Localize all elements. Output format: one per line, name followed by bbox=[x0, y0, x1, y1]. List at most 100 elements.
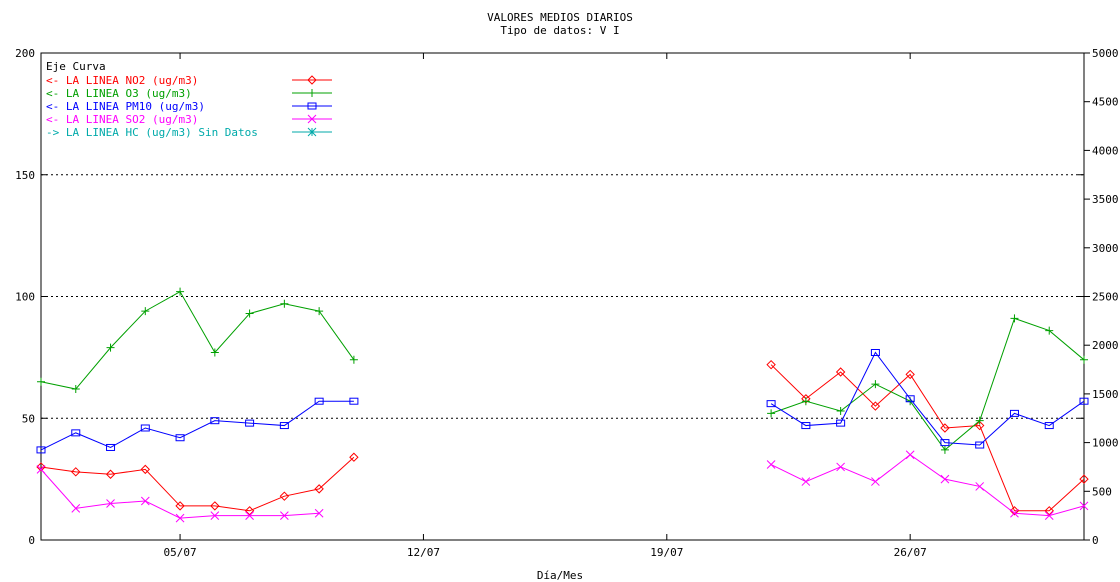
series-0-point-7 bbox=[279, 491, 290, 501]
series-layer bbox=[36, 287, 1089, 523]
y-right-tick-label-6: 3000 bbox=[1092, 242, 1119, 255]
y-left-tick-label-4: 200 bbox=[15, 47, 35, 60]
series-1-point-18 bbox=[1010, 314, 1019, 323]
series-1-point-12 bbox=[801, 397, 810, 406]
series-2-point-0 bbox=[36, 446, 46, 454]
legend-label-3: <- LA LINEA SO2 (ug/m3) bbox=[46, 113, 198, 126]
series-0-line-0 bbox=[40, 456, 355, 512]
series-2-point-18 bbox=[1009, 409, 1019, 417]
series-1-point-3 bbox=[141, 307, 150, 316]
series-1-line-0 bbox=[40, 290, 355, 390]
series-3-point-0 bbox=[36, 465, 46, 474]
chart-title: VALORES MEDIOS DIARIOS bbox=[487, 11, 633, 24]
series-0-point-18 bbox=[1009, 506, 1020, 516]
gridlines bbox=[41, 174, 1084, 419]
series-2-point-20 bbox=[1079, 397, 1089, 405]
series-3-point-14 bbox=[905, 450, 915, 460]
legend-marker-0 bbox=[307, 75, 317, 85]
legend-marker-4 bbox=[307, 127, 317, 137]
series-3-point-1 bbox=[71, 503, 81, 513]
series-3-point-6 bbox=[245, 511, 254, 521]
series-3-point-13 bbox=[871, 477, 880, 486]
series-3-point-8 bbox=[314, 508, 324, 518]
series-1-point-16 bbox=[940, 445, 949, 454]
series-1-point-17 bbox=[975, 416, 984, 425]
series-2-point-11 bbox=[766, 400, 776, 408]
series-2-line-0 bbox=[40, 400, 354, 451]
series-0-point-14 bbox=[870, 401, 881, 411]
series-0-point-0 bbox=[36, 462, 46, 472]
series-1-point-4 bbox=[176, 287, 185, 296]
series-3-point-5 bbox=[210, 511, 220, 521]
series-2-point-12 bbox=[801, 422, 811, 430]
series-1-point-14 bbox=[871, 380, 880, 389]
chart-subtitle: Tipo de datos: V I bbox=[500, 24, 619, 37]
series-0-point-20 bbox=[1079, 474, 1089, 484]
series-2-point-5 bbox=[210, 417, 220, 425]
y-right-tick-label-0: 0 bbox=[1092, 534, 1099, 547]
y-right-tick-label-1: 500 bbox=[1092, 485, 1112, 498]
series-2-point-14 bbox=[870, 349, 880, 357]
x-axis-label: Día/Mes bbox=[537, 569, 583, 582]
legend-header: Eje Curva bbox=[46, 60, 106, 73]
series-3-point-10 bbox=[766, 460, 776, 469]
y-left-tick-label-1: 50 bbox=[22, 412, 35, 425]
series-0-point-13 bbox=[835, 367, 846, 377]
series-0-point-6 bbox=[244, 506, 255, 516]
y-right-tick-label-7: 3500 bbox=[1092, 193, 1119, 206]
series-1-point-20 bbox=[1080, 355, 1088, 364]
series-2-point-3 bbox=[140, 424, 150, 432]
y-right-tick-label-4: 2000 bbox=[1092, 339, 1119, 352]
series-3-line-0 bbox=[40, 469, 320, 519]
series-3-point-16 bbox=[975, 482, 985, 491]
series-1-point-9 bbox=[349, 355, 358, 364]
legend-label-4: -> LA LINEA HC (ug/m3) Sin Datos bbox=[46, 126, 258, 139]
x-tick-label-1: 12/07 bbox=[407, 546, 440, 559]
series-2-point-19 bbox=[1044, 422, 1054, 430]
y-left-tick-label-2: 100 bbox=[15, 291, 35, 304]
y-right-tick-label-10: 5000 bbox=[1092, 47, 1119, 60]
legend-marker-3 bbox=[307, 114, 317, 124]
series-2-point-4 bbox=[175, 434, 185, 442]
series-0-point-4 bbox=[175, 501, 185, 511]
series-0-point-17 bbox=[974, 420, 985, 431]
series-1-point-7 bbox=[280, 299, 289, 308]
series-0-point-19 bbox=[1044, 506, 1054, 516]
series-0-point-2 bbox=[105, 469, 116, 479]
y-right-tick-label-2: 1000 bbox=[1092, 437, 1119, 450]
series-3-point-18 bbox=[1044, 511, 1054, 521]
x-tick-label-3: 26/07 bbox=[894, 546, 927, 559]
legend-marker-1 bbox=[308, 89, 316, 97]
series-3-point-15 bbox=[940, 474, 950, 484]
series-0-point-16 bbox=[940, 423, 950, 433]
series-0-point-9 bbox=[349, 452, 359, 462]
series-1 bbox=[37, 287, 1088, 454]
series-1-point-0 bbox=[37, 377, 45, 386]
series-2-point-17 bbox=[975, 441, 985, 449]
y-right-tick-label-9: 4500 bbox=[1092, 96, 1119, 109]
y-right-tick-label-8: 4000 bbox=[1092, 144, 1119, 157]
series-2-point-13 bbox=[836, 419, 846, 427]
series-0-point-8 bbox=[314, 484, 324, 494]
series-0-point-3 bbox=[140, 464, 151, 475]
series-3-line-1 bbox=[770, 454, 1085, 517]
series-1-point-13 bbox=[836, 406, 845, 415]
y-right-tick-label-5: 2500 bbox=[1092, 291, 1119, 304]
series-2-point-6 bbox=[245, 419, 255, 427]
series-2-point-7 bbox=[279, 422, 289, 430]
ticks: 0501001502000500100015002000250030003500… bbox=[15, 47, 1118, 559]
series-2-point-16 bbox=[940, 439, 950, 447]
series-1-point-11 bbox=[767, 409, 776, 418]
series-1-point-2 bbox=[106, 343, 115, 352]
x-tick-label-0: 05/07 bbox=[164, 546, 197, 559]
series-3-point-19 bbox=[1079, 501, 1089, 511]
series-1-point-1 bbox=[71, 385, 80, 394]
y-right-tick-label-3: 1500 bbox=[1092, 388, 1119, 401]
series-0-point-5 bbox=[210, 501, 220, 511]
y-left-tick-label-0: 0 bbox=[28, 534, 35, 547]
legend-label-2: <- LA LINEA PM10 (ug/m3) bbox=[46, 100, 205, 113]
series-0-point-1 bbox=[71, 467, 81, 477]
series-2 bbox=[36, 349, 1089, 454]
legend-label-1: <- LA LINEA O3 (ug/m3) bbox=[46, 87, 192, 100]
